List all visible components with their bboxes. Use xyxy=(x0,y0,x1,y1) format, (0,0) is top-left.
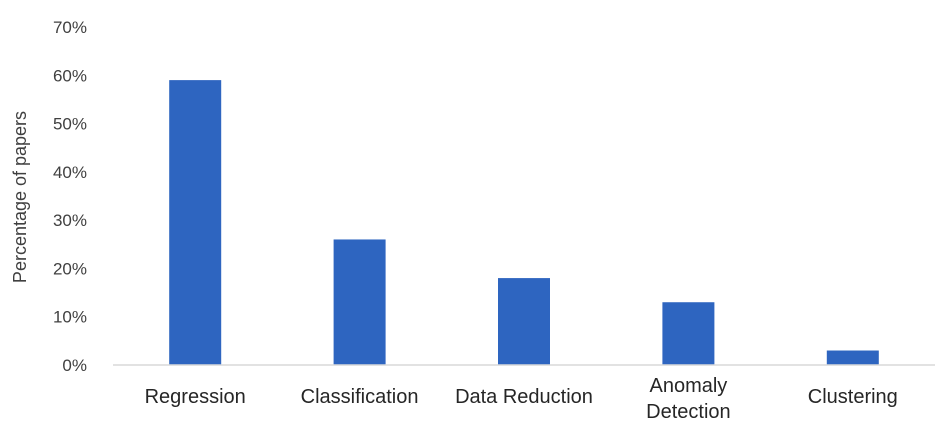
x-tick-label-line: Data Reduction xyxy=(455,386,593,408)
x-tick-label: Clustering xyxy=(808,386,898,408)
y-axis-ticks: 0% 10% 20% 30% 40% 50% 60% 70% xyxy=(53,18,87,375)
x-tick-label: Anomaly Detection xyxy=(646,375,731,423)
bar xyxy=(169,80,222,365)
y-tick-label: 50% xyxy=(53,115,87,134)
bar xyxy=(826,350,879,365)
bar xyxy=(662,302,715,365)
y-tick-label: 30% xyxy=(53,211,87,230)
x-tick-label-line: Detection xyxy=(646,401,731,423)
bars xyxy=(169,80,879,365)
x-tick-label-line: Classification xyxy=(301,386,419,408)
y-tick-label: 60% xyxy=(53,66,87,85)
x-tick-label: Regression xyxy=(145,386,246,408)
x-tick-label-line: Clustering xyxy=(808,386,898,408)
y-tick-label: 10% xyxy=(53,308,87,327)
y-axis-title: Percentage of papers xyxy=(10,111,30,283)
y-tick-label: 70% xyxy=(53,18,87,37)
y-tick-label: 20% xyxy=(53,259,87,278)
x-axis-labels: Regression Classification Data Reduction An… xyxy=(145,375,898,423)
y-tick-label: 40% xyxy=(53,163,87,182)
x-tick-label: Data Reduction xyxy=(455,386,593,408)
x-tick-label: Classification xyxy=(301,386,419,408)
bar xyxy=(333,239,386,365)
x-tick-label-line: Regression xyxy=(145,386,246,408)
x-tick-label-line: Anomaly xyxy=(649,375,727,397)
y-tick-label: 0% xyxy=(62,356,87,375)
bar xyxy=(498,278,550,365)
